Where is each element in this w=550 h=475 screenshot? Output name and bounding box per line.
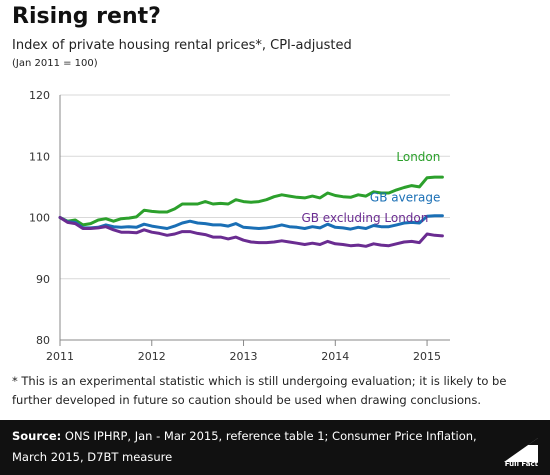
x-tick-label: 2012 xyxy=(138,350,166,363)
y-tick-label: 120 xyxy=(29,89,50,102)
logo-text: Full Fact xyxy=(504,460,538,468)
footnote: * This is an experimental statistic whic… xyxy=(12,374,507,407)
footer-bar: Source: ONS IPHRP, Jan - Mar 2015, refer… xyxy=(0,420,550,475)
x-tick-label: 2014 xyxy=(321,350,349,363)
series-label-gb-average: GB average xyxy=(370,191,440,205)
source-label: Source: xyxy=(12,429,62,443)
x-tick-label: 2015 xyxy=(413,350,441,363)
logo-triangle-icon xyxy=(504,438,538,462)
x-tick-label: 2011 xyxy=(46,350,74,363)
y-tick-label: 110 xyxy=(29,150,50,163)
series-line-gb-average xyxy=(58,214,444,231)
source-text: ONS IPHRP, Jan - Mar 2015, reference tab… xyxy=(12,429,477,464)
y-tick-label: 90 xyxy=(36,273,50,286)
x-tick-label: 2013 xyxy=(230,350,258,363)
full-fact-logo: Full Fact xyxy=(498,434,542,470)
chart-subtitle: Index of private housing rental prices*,… xyxy=(12,38,352,53)
series-label-london: London xyxy=(396,150,440,164)
source-note: Source: ONS IPHRP, Jan - Mar 2015, refer… xyxy=(12,426,482,468)
line-chart: 80 90 100 110 120 2011 2012 2013 2014 2015 London G… xyxy=(29,89,450,363)
y-tick-label: 80 xyxy=(36,334,50,347)
chart-title: Rising rent? xyxy=(12,4,161,29)
chart-subtitle-note: (Jan 2011 = 100) xyxy=(12,58,98,69)
series-label-gb-excluding-london: GB excluding London xyxy=(301,211,428,225)
series-line-london xyxy=(58,175,444,227)
series-line-gb-excluding-london xyxy=(58,216,444,248)
y-tick-label: 100 xyxy=(29,212,50,225)
